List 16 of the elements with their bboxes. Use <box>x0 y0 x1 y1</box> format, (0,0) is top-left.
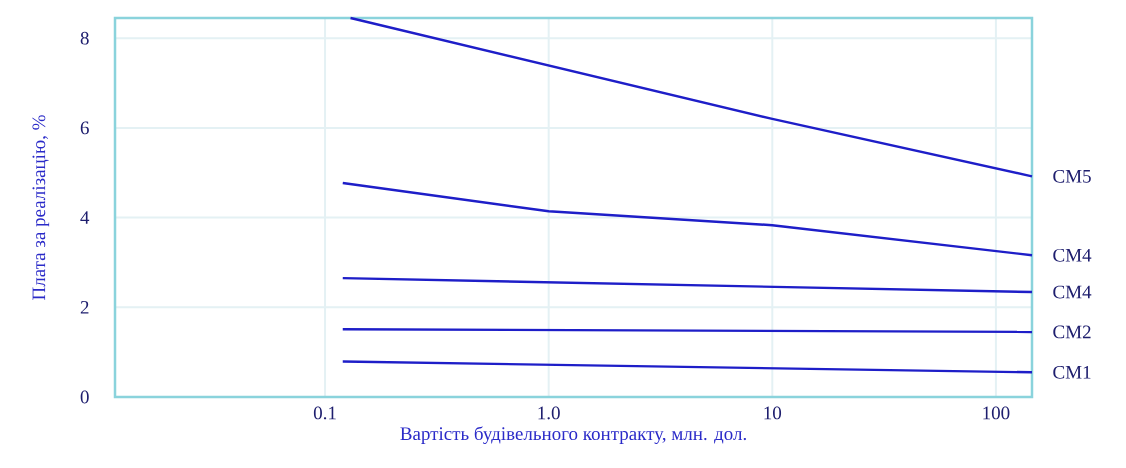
series-label: CM4 <box>1053 285 1092 299</box>
series-label: CM5 <box>1053 169 1091 183</box>
series-label: CM2 <box>1053 325 1091 339</box>
y-tick-label: 4 <box>80 211 90 224</box>
x-tick-label: 0.1 <box>313 406 336 420</box>
x-tick-label: 100 <box>983 406 1010 420</box>
series-label: CM1 <box>1053 365 1091 379</box>
y-tick-label: 8 <box>80 31 89 45</box>
x-tick-label: 10 <box>764 406 782 420</box>
x-axis-title: Вартість будівельного контракту, млн. дол. <box>400 426 746 444</box>
x-tick-label: 1.0 <box>538 406 560 420</box>
y-tick-label: 6 <box>80 121 89 135</box>
series-label: CM4 <box>1053 248 1092 262</box>
y-axis-title: Плата за реалізацію, % <box>32 115 50 300</box>
y-tick-label: 0 <box>80 390 89 404</box>
y-tick-label: 2 <box>80 301 89 314</box>
